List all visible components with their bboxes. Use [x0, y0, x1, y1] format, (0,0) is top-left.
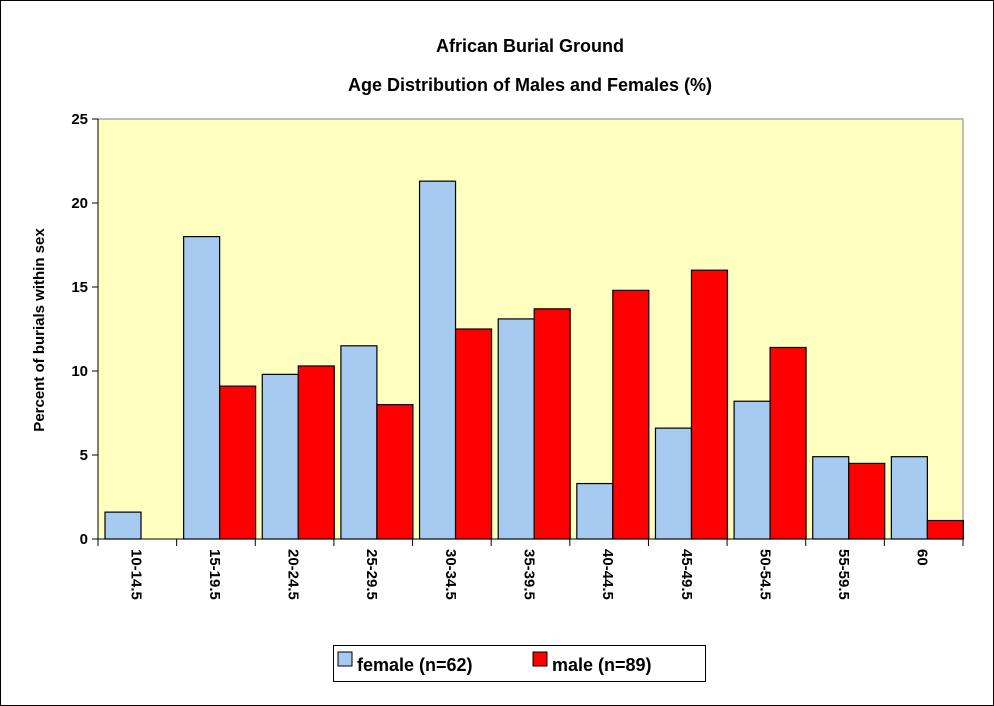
x-tick-label: 30-34.5	[442, 549, 459, 600]
bar	[612, 289, 650, 540]
bar	[376, 404, 414, 540]
y-tick-label: 20	[71, 195, 88, 212]
bar	[848, 462, 886, 540]
legend-label: female (n=62)	[357, 655, 473, 675]
bar	[576, 482, 614, 540]
x-tick-label: 20-24.5	[285, 549, 302, 600]
y-tick-label: 10	[71, 363, 88, 380]
bar	[926, 519, 964, 540]
legend-swatch	[337, 651, 353, 667]
bar	[219, 385, 257, 540]
bar	[183, 236, 221, 540]
legend-label: male (n=89)	[552, 655, 652, 675]
y-tick-label: 25	[71, 111, 88, 128]
x-tick-label: 35-39.5	[521, 549, 538, 600]
bar	[104, 511, 142, 540]
x-tick-label: 15-19.5	[206, 549, 223, 600]
bar	[890, 456, 928, 540]
x-tick-label: 10-14.5	[127, 549, 144, 600]
bar	[297, 365, 335, 540]
y-tick-label: 0	[80, 531, 88, 548]
bar	[418, 180, 457, 540]
x-tick-label: 25-29.5	[363, 549, 380, 600]
bar	[654, 427, 693, 540]
y-tick-label: 5	[80, 447, 88, 464]
bar	[812, 456, 850, 540]
legend-swatch	[532, 651, 548, 667]
x-tick-label: 45-49.5	[678, 549, 695, 600]
chart-title: African Burial Ground	[436, 36, 624, 56]
y-tick-label: 15	[71, 279, 88, 296]
bar	[733, 400, 771, 540]
bar	[769, 346, 807, 540]
bar	[690, 269, 729, 540]
legend-box	[333, 645, 706, 682]
y-axis-label: Percent of burials within sex	[31, 228, 48, 432]
x-tick-label: 50-54.5	[756, 549, 773, 600]
bar	[340, 345, 378, 540]
x-tick-label: 55-59.5	[835, 549, 852, 600]
bar	[533, 308, 571, 540]
chart-subtitle: Age Distribution of Males and Females (%…	[348, 75, 712, 95]
x-tick-label: 40-44.5	[599, 549, 616, 600]
bar	[261, 373, 299, 540]
bar	[454, 328, 493, 540]
x-tick-label: 60	[914, 549, 931, 566]
bar	[497, 318, 535, 540]
